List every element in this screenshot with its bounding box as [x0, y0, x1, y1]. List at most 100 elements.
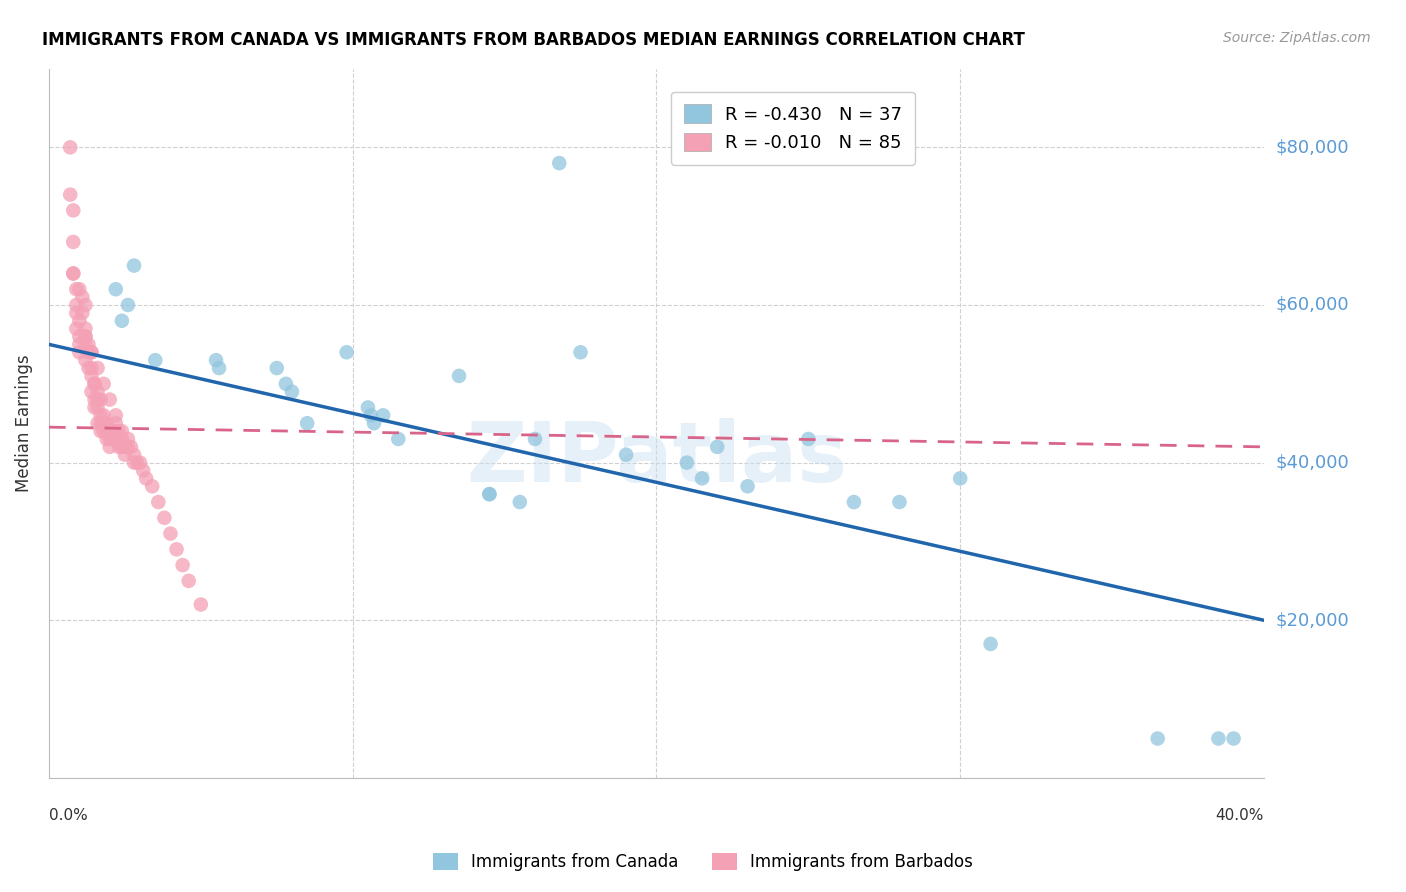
Point: [77, 337, 100, 351]
Point: [104, 416, 127, 430]
Point: [949, 471, 972, 485]
Point: [83, 392, 105, 407]
Point: [65, 321, 87, 335]
Point: [93, 409, 115, 423]
Text: $60,000: $60,000: [1275, 296, 1348, 314]
Point: [842, 495, 865, 509]
Point: [478, 487, 501, 501]
Point: [478, 487, 501, 501]
Point: [569, 345, 592, 359]
Point: [797, 432, 820, 446]
Point: [737, 479, 759, 493]
Point: [80, 361, 103, 376]
Point: [1208, 731, 1230, 746]
Point: [336, 345, 359, 359]
Point: [83, 401, 105, 415]
Point: [108, 424, 131, 438]
Point: [120, 440, 142, 454]
Point: [108, 440, 131, 454]
Text: $80,000: $80,000: [1275, 138, 1348, 156]
Point: [205, 353, 228, 368]
Point: [77, 345, 100, 359]
Point: [122, 448, 145, 462]
Point: [148, 495, 170, 509]
Point: [90, 392, 112, 407]
Point: [75, 337, 97, 351]
Text: IMMIGRANTS FROM CANADA VS IMMIGRANTS FROM BARBADOS MEDIAN EARNINGS CORRELATION C: IMMIGRANTS FROM CANADA VS IMMIGRANTS FRO…: [42, 31, 1025, 49]
Point: [86, 401, 108, 415]
Point: [172, 558, 194, 573]
Point: [83, 376, 105, 391]
Point: [65, 298, 87, 312]
Point: [129, 456, 152, 470]
Point: [62, 267, 84, 281]
Point: [93, 416, 115, 430]
Point: [67, 314, 90, 328]
Point: [889, 495, 911, 509]
Point: [75, 329, 97, 343]
Point: [447, 368, 470, 383]
Point: [80, 345, 103, 359]
Text: Source: ZipAtlas.com: Source: ZipAtlas.com: [1223, 31, 1371, 45]
Point: [509, 495, 531, 509]
Point: [141, 479, 163, 493]
Point: [104, 282, 127, 296]
Point: [77, 361, 100, 376]
Text: 40.0%: 40.0%: [1216, 808, 1264, 823]
Point: [90, 409, 112, 423]
Text: $20,000: $20,000: [1275, 611, 1348, 629]
Point: [266, 361, 288, 376]
Point: [62, 267, 84, 281]
Point: [114, 440, 136, 454]
Point: [980, 637, 1002, 651]
Point: [75, 298, 97, 312]
Point: [104, 424, 127, 438]
Point: [86, 361, 108, 376]
Point: [357, 401, 380, 415]
Point: [86, 392, 108, 407]
Point: [80, 368, 103, 383]
Point: [93, 376, 115, 391]
Point: [67, 282, 90, 296]
Point: [65, 306, 87, 320]
Point: [101, 432, 124, 446]
Point: [166, 542, 188, 557]
Point: [111, 432, 134, 446]
Point: [117, 440, 139, 454]
Point: [90, 424, 112, 438]
Point: [295, 416, 318, 430]
Text: ZIPatlas: ZIPatlas: [465, 418, 846, 500]
Point: [98, 424, 121, 438]
Point: [676, 456, 699, 470]
Point: [387, 432, 409, 446]
Text: 0.0%: 0.0%: [49, 808, 87, 823]
Point: [59, 187, 82, 202]
Point: [98, 392, 121, 407]
Point: [281, 384, 304, 399]
Point: [93, 424, 115, 438]
Point: [86, 416, 108, 430]
Point: [117, 432, 139, 446]
Point: [111, 314, 134, 328]
Point: [96, 424, 118, 438]
Point: [80, 345, 103, 359]
Point: [1222, 731, 1244, 746]
Point: [80, 384, 103, 399]
Point: [360, 409, 382, 423]
Point: [67, 337, 90, 351]
Point: [96, 416, 118, 430]
Legend: Immigrants from Canada, Immigrants from Barbados: Immigrants from Canada, Immigrants from …: [425, 845, 981, 880]
Text: $40,000: $40,000: [1275, 454, 1348, 472]
Y-axis label: Median Earnings: Median Earnings: [15, 354, 32, 492]
Point: [111, 440, 134, 454]
Point: [75, 329, 97, 343]
Point: [117, 298, 139, 312]
Point: [523, 432, 546, 446]
Point: [104, 409, 127, 423]
Legend: R = -0.430   N = 37, R = -0.010   N = 85: R = -0.430 N = 37, R = -0.010 N = 85: [671, 92, 915, 165]
Point: [614, 448, 637, 462]
Point: [101, 424, 124, 438]
Point: [706, 440, 728, 454]
Point: [122, 456, 145, 470]
Point: [371, 409, 394, 423]
